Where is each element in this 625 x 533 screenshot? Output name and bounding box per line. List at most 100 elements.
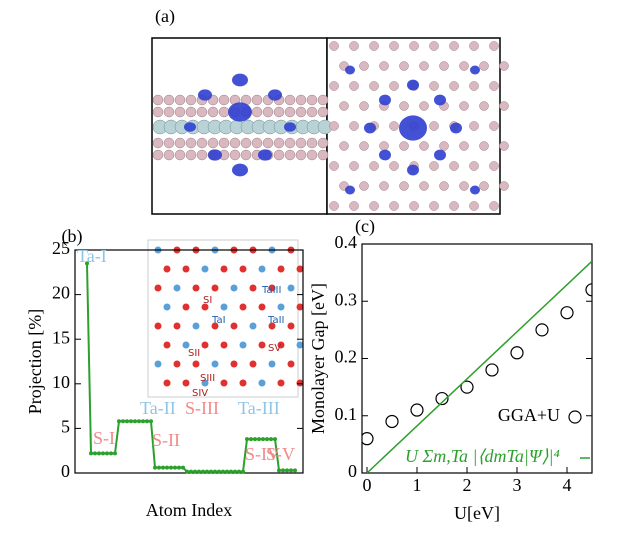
legend-label: GGA+U: [498, 405, 560, 425]
atom: [500, 102, 509, 111]
atom: [175, 107, 185, 117]
data-point: [189, 470, 193, 474]
atom: [430, 82, 439, 91]
data-point: [221, 470, 225, 474]
density-blob: [450, 123, 462, 134]
atom: [318, 138, 328, 148]
atom: [350, 162, 359, 171]
data-point: [181, 466, 185, 470]
inset-atom: [193, 361, 200, 368]
atom: [175, 95, 185, 105]
density-blob: [345, 186, 355, 195]
atom: [274, 107, 284, 117]
density-blob: [364, 123, 376, 134]
inset-atom: [183, 266, 190, 273]
inset-atom: [221, 380, 228, 387]
atom: [252, 95, 262, 105]
inset-atom: [183, 304, 190, 311]
atom: [410, 202, 419, 211]
density-blob: [345, 66, 355, 75]
atom: [360, 102, 369, 111]
atom: [470, 162, 479, 171]
atom: [480, 62, 489, 71]
atom: [197, 138, 207, 148]
atom: [219, 138, 229, 148]
inset-atom: [250, 361, 257, 368]
inset-atom: [174, 361, 181, 368]
density-blob: [407, 165, 419, 176]
atom: [410, 42, 419, 51]
inset-atom: [278, 304, 285, 311]
atom: [285, 150, 295, 160]
data-point: [149, 419, 153, 423]
atom: [219, 95, 229, 105]
data-point: [213, 470, 217, 474]
atom: [500, 62, 509, 71]
atom: [208, 138, 218, 148]
atom: [330, 42, 339, 51]
atom: [430, 42, 439, 51]
atom: [285, 95, 295, 105]
atom: [400, 182, 409, 191]
atom: [307, 95, 317, 105]
x-tick-label: 2: [463, 475, 472, 495]
data-point: [269, 437, 273, 441]
inset-atom: [193, 285, 200, 292]
atom: [186, 150, 196, 160]
atom: [330, 122, 339, 131]
atom: [153, 107, 163, 117]
data-point: [197, 470, 201, 474]
data-point: [165, 466, 169, 470]
atom: [400, 142, 409, 151]
atom: [307, 107, 317, 117]
data-point: [129, 419, 133, 423]
inset-atom: [212, 361, 219, 368]
annotation: Ta-I: [77, 246, 107, 266]
atom: [330, 82, 339, 91]
y-tick-label: 10: [52, 372, 70, 392]
atom: [370, 202, 379, 211]
density-blob: [407, 80, 419, 91]
density-blob: [399, 115, 427, 140]
panel-label: (c): [355, 216, 375, 237]
density-blob: [379, 150, 391, 161]
annotation: Ta-II: [140, 398, 176, 418]
annotation: S-I: [93, 428, 115, 448]
atom: [296, 150, 306, 160]
density-blob: [232, 74, 248, 87]
inset-atom: [259, 266, 266, 273]
atom: [241, 138, 251, 148]
atom: [197, 150, 207, 160]
atom: [164, 107, 174, 117]
atom: [219, 107, 229, 117]
atom: [400, 62, 409, 71]
data-point: [97, 451, 101, 455]
y-axis-label: Projection [%]: [25, 309, 45, 414]
data-point: [105, 451, 109, 455]
atom: [252, 107, 262, 117]
atom: [175, 150, 185, 160]
atom: [370, 82, 379, 91]
atom: [186, 138, 196, 148]
legend-swatch: [569, 411, 581, 423]
inset-atom: [278, 266, 285, 273]
data-point: [101, 451, 105, 455]
x-tick-label: 4: [563, 475, 572, 495]
atom: [450, 202, 459, 211]
atom: [460, 102, 469, 111]
x-axis-label: U[eV]: [454, 503, 500, 523]
atom: [490, 122, 499, 131]
x-tick-label: 1: [413, 475, 422, 495]
figure: (a)(b)(c)SISIISIIISIVSVTaITaIITaIII05101…: [0, 0, 625, 528]
data-point: [289, 468, 293, 472]
atom: [307, 150, 317, 160]
inset-atom: [164, 266, 171, 273]
atom: [285, 138, 295, 148]
inset-atom: [183, 380, 190, 387]
data-point: [233, 470, 237, 474]
atom: [480, 182, 489, 191]
density-blob: [228, 102, 252, 121]
atom: [340, 142, 349, 151]
data-point: [141, 419, 145, 423]
atom: [490, 202, 499, 211]
